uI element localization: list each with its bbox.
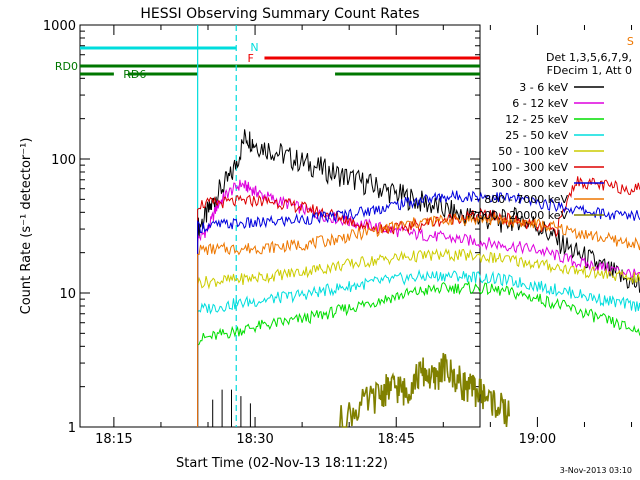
rd0-label: RD0 (55, 60, 78, 73)
y-tick-label: 1 (68, 421, 76, 436)
series-line (197, 189, 640, 427)
rd6-label: RD6 (123, 68, 146, 81)
legend-header: FDecim 1, Att 0 (547, 64, 632, 77)
legend-entry-label: 800 - 7000 keV (484, 193, 568, 206)
f-label: F (248, 52, 254, 65)
legend-header: Det 1,3,5,6,7,9, (546, 51, 632, 64)
series-line (197, 247, 640, 427)
s-label: S (627, 35, 634, 48)
legend-entry-label: 25 - 50 keV (505, 129, 568, 142)
plot-frame (79, 24, 481, 428)
legend-entry-label: 300 - 800 keV (491, 177, 568, 190)
x-tick-label: 18:15 (95, 432, 132, 447)
series-line (197, 212, 640, 427)
y-tick-label: 1000 (43, 19, 76, 34)
legend-entry-label: 3 - 6 keV (519, 81, 568, 94)
chart-title: HESSI Observing Summary Count Rates (140, 6, 419, 22)
y-axis: 1 10 100 1000 (43, 19, 480, 436)
series-group (197, 129, 640, 428)
series-line (197, 179, 640, 427)
series-line (197, 129, 640, 427)
low-count-spikes (212, 389, 251, 427)
legend: Det 1,3,5,6,7,9,FDecim 1, Att 0 3 - 6 keV… (470, 51, 632, 222)
legend-entry-label: 12 - 25 keV (505, 113, 568, 126)
x-tick-label: 19:00 (519, 432, 556, 447)
legend-entry-label: 7000 - 20000 keV (470, 209, 568, 222)
n-label: N (250, 41, 258, 54)
timestamp-stamp: 3-Nov-2013 03:10 (560, 466, 632, 475)
series-line (197, 280, 640, 427)
x-tick-label: 18:45 (378, 432, 415, 447)
legend-entry-label: 50 - 100 keV (498, 145, 568, 158)
legend-entry-label: 6 - 12 keV (512, 97, 568, 110)
y-tick-label: 100 (51, 153, 76, 168)
y-tick-label: 10 (59, 287, 76, 302)
legend-entry-label: 100 - 300 keV (491, 161, 568, 174)
y-axis-label: Count Rate (s⁻¹ detector⁻¹) (19, 138, 34, 315)
x-tick-label: 18:30 (236, 432, 273, 447)
series-line (339, 352, 510, 428)
series-line (197, 268, 640, 427)
x-axis-label: Start Time (02-Nov-13 18:11:22) (176, 456, 388, 471)
